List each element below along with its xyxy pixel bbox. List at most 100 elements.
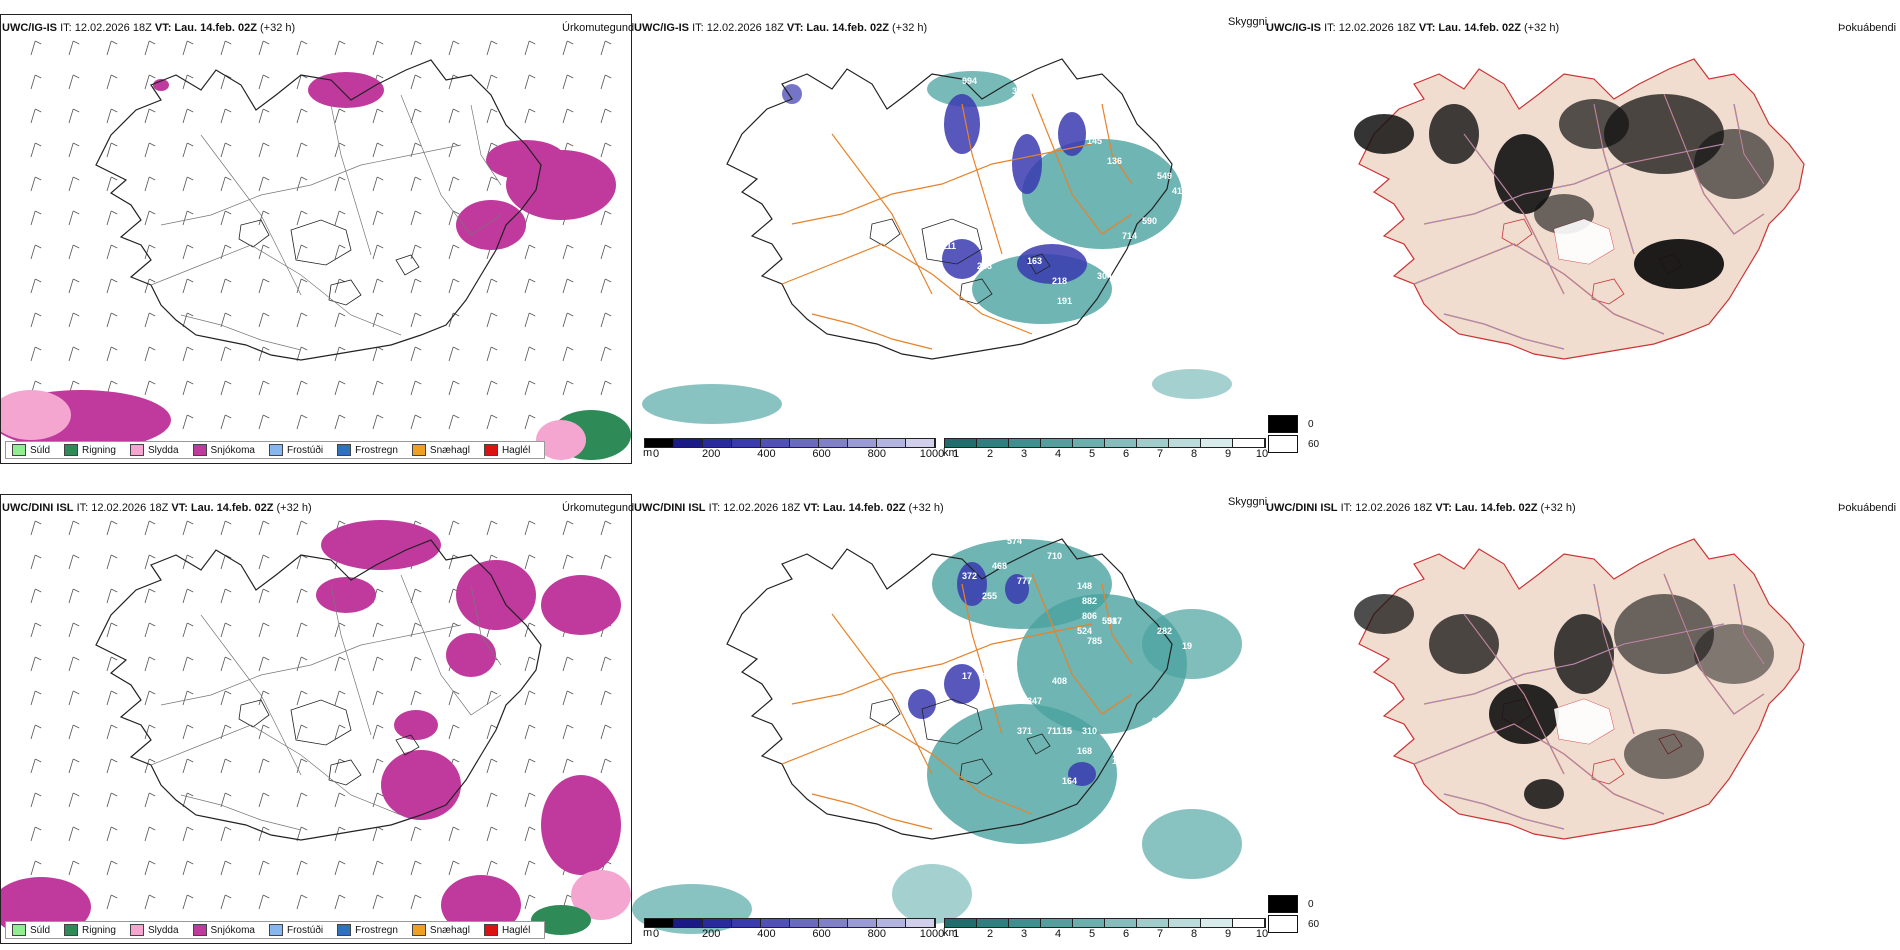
colorbar-unit: km xyxy=(943,927,958,939)
peak-label: 785 xyxy=(1087,636,1102,646)
peak-label: 574 xyxy=(1007,536,1022,546)
colorbar-segment xyxy=(1009,439,1041,447)
peak-label: 14 xyxy=(982,671,992,681)
fog-shading xyxy=(1354,594,1774,809)
model-name: UWC/IG-IS xyxy=(634,22,689,34)
peak-label: 37 xyxy=(1007,206,1017,216)
peak-label: 218 xyxy=(1052,276,1067,286)
init-time: IT: 12.02.2026 18Z xyxy=(76,502,169,514)
vt-label: VT: xyxy=(1418,22,1436,34)
ptype-panel-top: Súld Rigning Slydda Snjókoma Frostúði Frostre… xyxy=(0,14,632,464)
legend-item: Haglél xyxy=(483,924,531,936)
colorbar-tick: 4 xyxy=(1054,448,1062,460)
peak-label: 806 xyxy=(1082,611,1097,621)
colorbar-segment xyxy=(1201,439,1233,447)
fog-title-bottom: Þokuábendi xyxy=(1838,502,1897,514)
colorbar-segment xyxy=(1169,439,1201,447)
fog-legend-label: 0 xyxy=(1308,898,1314,910)
fog-title-top: Þokuábendi xyxy=(1838,22,1897,34)
lead-time: (+32 h) xyxy=(276,502,312,514)
fog-legend-row: 60 xyxy=(1268,434,1319,454)
colorbar-tick: 1 xyxy=(952,928,960,940)
colorbar-segment xyxy=(819,919,848,927)
river-network xyxy=(1413,93,1765,350)
peak-label: 19 xyxy=(1182,641,1192,651)
fog-legend-row: 0 xyxy=(1268,894,1319,914)
model-name: UWC/IG-IS xyxy=(2,22,57,34)
wind-barbs xyxy=(30,520,612,910)
colorbar-tick: 3 xyxy=(1020,928,1028,940)
peak-label: 777 xyxy=(1017,576,1032,586)
init-time: IT: 12.02.2026 18Z xyxy=(1324,22,1416,34)
colorbar-segment xyxy=(674,919,703,927)
legend-item: Frostúði xyxy=(268,444,323,456)
vt-label: VT: xyxy=(803,502,820,514)
peak-label: 136 xyxy=(1107,156,1122,166)
peak-label: 191 xyxy=(1057,296,1072,306)
colorbar-tick: 2 xyxy=(986,448,994,460)
map-title-fog-bottom: UWC/DINI ISL IT: 12.02.2026 18Z VT: Lau.… xyxy=(1266,502,1576,514)
map-title-ptype-top: UWC/IG-IS IT: 12.02.2026 18Z VT: Lau. 14… xyxy=(2,22,295,34)
init-time: IT: 12.02.2026 18Z xyxy=(708,502,801,514)
peak-label: 148 xyxy=(1077,581,1092,591)
colorbar-segment xyxy=(645,919,674,927)
legend-label: Slydda xyxy=(147,444,179,456)
colorbar-tick: 400 xyxy=(757,928,776,940)
glacier-white xyxy=(1554,699,1614,744)
road-network xyxy=(150,574,502,831)
fog-legend-label: 60 xyxy=(1308,918,1320,930)
lead-time: (+32 h) xyxy=(1540,502,1576,514)
colorbar-segment xyxy=(1041,919,1073,927)
legend-swatch xyxy=(337,924,352,936)
colorbar-tick: 1000 xyxy=(919,928,945,940)
legend-label: Súld xyxy=(30,444,51,456)
colorbar-strip xyxy=(944,918,1266,928)
colorbar-unit: m xyxy=(643,927,653,939)
fog-legend-label: 0 xyxy=(1308,418,1314,430)
cloud-map-bottom: 574 710 372 468 777 255 148 339 882 806 517 5247855… xyxy=(632,536,1242,934)
peak-label: 371 xyxy=(1017,726,1032,736)
colorbar-segment xyxy=(1201,919,1233,927)
peak-label: 714 xyxy=(1122,231,1137,241)
valid-time: Lau. 14.feb. 02Z xyxy=(174,22,257,34)
colorbar-segment xyxy=(906,439,935,447)
legend-label: Haglél xyxy=(501,924,531,936)
colorbar-segment xyxy=(703,919,732,927)
ptype-title-top: Úrkomutegund xyxy=(562,22,635,34)
colorbar-strip xyxy=(944,438,1266,448)
colorbar-segment xyxy=(848,919,877,927)
peak-label: 207 xyxy=(1087,106,1102,116)
legend-item: Snjókoma xyxy=(192,924,255,936)
legend-label: Rigning xyxy=(82,924,116,936)
colorbar-segment xyxy=(877,439,906,447)
colorbar-segment xyxy=(819,439,848,447)
legend-swatch xyxy=(268,924,283,936)
legend-label: Haglél xyxy=(501,444,531,456)
peak-label: 590 xyxy=(1142,216,1157,226)
colorbar-segment xyxy=(1137,919,1169,927)
legend-swatch xyxy=(192,444,207,456)
peak-label: 168 xyxy=(1077,746,1092,756)
peak-label: 15 xyxy=(1062,726,1072,736)
peak-label: 17 xyxy=(962,671,972,681)
colorbar-tick: 1 xyxy=(952,448,960,460)
legend-label: Slydda xyxy=(147,924,179,936)
colorbar-strip xyxy=(644,918,936,928)
peak-label: 994 xyxy=(962,76,977,86)
cloud-panel-bottom: 574 710 372 468 777 255 148 339 882 806 517 524 785 5… xyxy=(632,494,1264,944)
cloud-fields xyxy=(632,539,1242,934)
cloud-title-bottom: Skyggni xyxy=(1228,496,1268,508)
colorbar-tick: 600 xyxy=(812,448,831,460)
map-title-cloud-bottom: UWC/DINI ISL IT: 12.02.2026 18Z VT: Lau.… xyxy=(634,502,944,514)
peak-label: 549 xyxy=(1157,171,1172,181)
peak-label: 243 xyxy=(977,261,992,271)
colorbar-tick: 600 xyxy=(812,928,831,940)
peak-labels: 574 710 372 468 777 255 148 339 882 806 517 5247855… xyxy=(962,536,1192,786)
valid-time: Lau. 14.feb. 02Z xyxy=(822,502,906,514)
colorbar-m-top: m 0 200 400 600 800 1000 xyxy=(643,438,944,462)
cloud-base-areas xyxy=(782,84,1087,284)
colorbar-tick: 3 xyxy=(1020,448,1028,460)
iceland-outline xyxy=(726,538,1173,840)
map-title-fog-top: UWC/IG-IS IT: 12.02.2026 18Z VT: Lau. 14… xyxy=(1266,22,1559,34)
